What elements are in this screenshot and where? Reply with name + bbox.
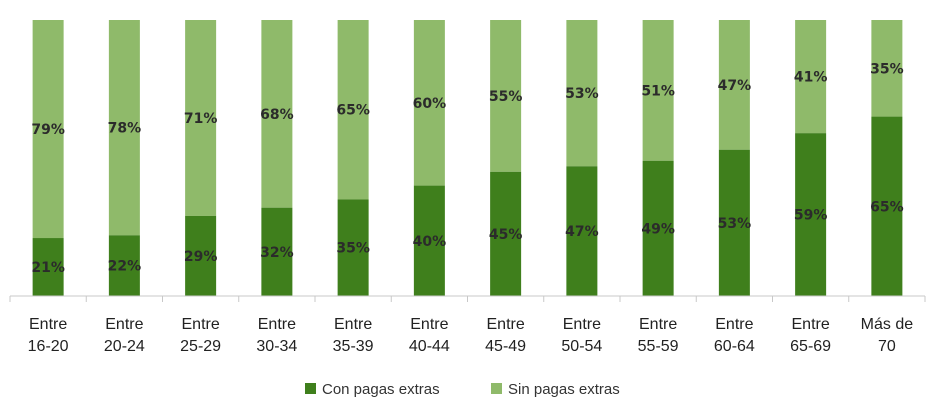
data-label-con-pagas: 47% (565, 224, 599, 240)
category-label-line1: Entre (715, 316, 753, 333)
bar-segment-con-pagas (795, 133, 827, 296)
bar-segment-sin-pagas (261, 20, 293, 208)
data-label-sin-pagas: 68% (260, 107, 294, 123)
category-label-line1: Entre (29, 316, 67, 333)
bar-segment-sin-pagas (871, 20, 903, 117)
bar-segment-sin-pagas (718, 20, 750, 150)
data-label-sin-pagas: 35% (870, 61, 904, 77)
data-label-con-pagas: 45% (489, 227, 523, 243)
data-label-sin-pagas: 53% (565, 86, 599, 102)
legend-swatch-sin-pagas (491, 383, 502, 394)
bar-segment-con-pagas (490, 171, 522, 296)
category-label-line1: Entre (410, 316, 448, 333)
data-label-sin-pagas: 79% (31, 122, 65, 138)
bar-segment-con-pagas (642, 160, 674, 296)
bar-segment-con-pagas (108, 235, 140, 296)
data-label-con-pagas: 32% (260, 245, 294, 261)
bar-segment-sin-pagas (413, 20, 445, 186)
legend-label-con-pagas: Con pagas extras (322, 381, 440, 398)
data-label-con-pagas: 53% (718, 216, 752, 232)
bar-segment-con-pagas (871, 116, 903, 296)
category-label-line1: Entre (639, 316, 677, 333)
data-label-con-pagas: 49% (641, 221, 675, 237)
bar-segment-con-pagas (261, 207, 293, 296)
legend: Con pagas extras Sin pagas extras (305, 381, 620, 398)
bar-segment-sin-pagas (108, 20, 140, 236)
legend-swatch-con-pagas (305, 383, 316, 394)
category-label-line1: Entre (105, 316, 143, 333)
category-label-line1: Entre (487, 316, 525, 333)
x-axis-ticks-group (9, 296, 926, 302)
bar-segment-sin-pagas (490, 20, 522, 172)
data-label-sin-pagas: 55% (489, 89, 523, 105)
data-label-con-pagas: 59% (794, 208, 828, 224)
category-label-line2: 25-29 (180, 338, 221, 355)
data-labels-group: 79% 21% 78% 22% 71% 29% 68% 32% 65% 35% 60% 40% 55% 4… (31, 61, 903, 276)
data-label-con-pagas: 29% (184, 249, 218, 265)
data-label-con-pagas: 65% (870, 199, 904, 215)
category-label-line1: Entre (563, 316, 601, 333)
category-label-line2: 35-39 (333, 338, 374, 355)
bar-segment-con-pagas (185, 215, 217, 296)
data-label-sin-pagas: 65% (336, 103, 370, 119)
bar-segment-sin-pagas (566, 20, 598, 167)
category-label-line1: Entre (258, 316, 296, 333)
bars-group (32, 20, 903, 296)
data-label-con-pagas: 21% (31, 260, 65, 276)
category-label-line1: Entre (182, 316, 220, 333)
bar-segment-con-pagas (413, 185, 445, 296)
bar-segment-con-pagas (566, 166, 598, 296)
data-label-con-pagas: 40% (413, 234, 447, 250)
data-label-sin-pagas: 47% (718, 78, 752, 94)
legend-label-sin-pagas: Sin pagas extras (508, 381, 620, 398)
category-label-line2: 65-69 (790, 338, 831, 355)
category-labels-group: Entre 16-20 Entre 20-24 Entre 25-29 Entre 30-34… (28, 316, 914, 355)
category-label-line2: 20-24 (104, 338, 145, 355)
data-label-sin-pagas: 71% (184, 111, 218, 127)
category-label-line2: 55-59 (638, 338, 679, 355)
bar-segment-sin-pagas (642, 20, 674, 161)
category-label-line2: 60-64 (714, 338, 755, 355)
data-label-sin-pagas: 60% (413, 96, 447, 112)
data-label-con-pagas: 35% (336, 241, 370, 257)
bar-segment-con-pagas (718, 149, 750, 296)
bar-segment-sin-pagas (32, 20, 64, 239)
category-label-line2: 50-54 (561, 338, 602, 355)
bar-segment-sin-pagas (185, 20, 217, 216)
bar-segment-sin-pagas (795, 20, 827, 134)
bar-segment-con-pagas (32, 238, 64, 296)
category-label-line2: 70 (878, 338, 896, 355)
data-label-sin-pagas: 51% (641, 83, 675, 99)
category-label-line1: Entre (334, 316, 372, 333)
data-label-sin-pagas: 78% (108, 121, 142, 137)
data-label-con-pagas: 22% (108, 259, 142, 275)
category-label-line2: 45-49 (485, 338, 526, 355)
category-label-line2: 30-34 (256, 338, 297, 355)
bar-segment-sin-pagas (337, 20, 369, 200)
category-label-line2: 40-44 (409, 338, 450, 355)
category-label-line1: Más de (861, 316, 914, 333)
category-label-line1: Entre (792, 316, 830, 333)
data-label-sin-pagas: 41% (794, 70, 828, 86)
bar-segment-con-pagas (337, 199, 369, 296)
category-label-line2: 16-20 (28, 338, 69, 355)
